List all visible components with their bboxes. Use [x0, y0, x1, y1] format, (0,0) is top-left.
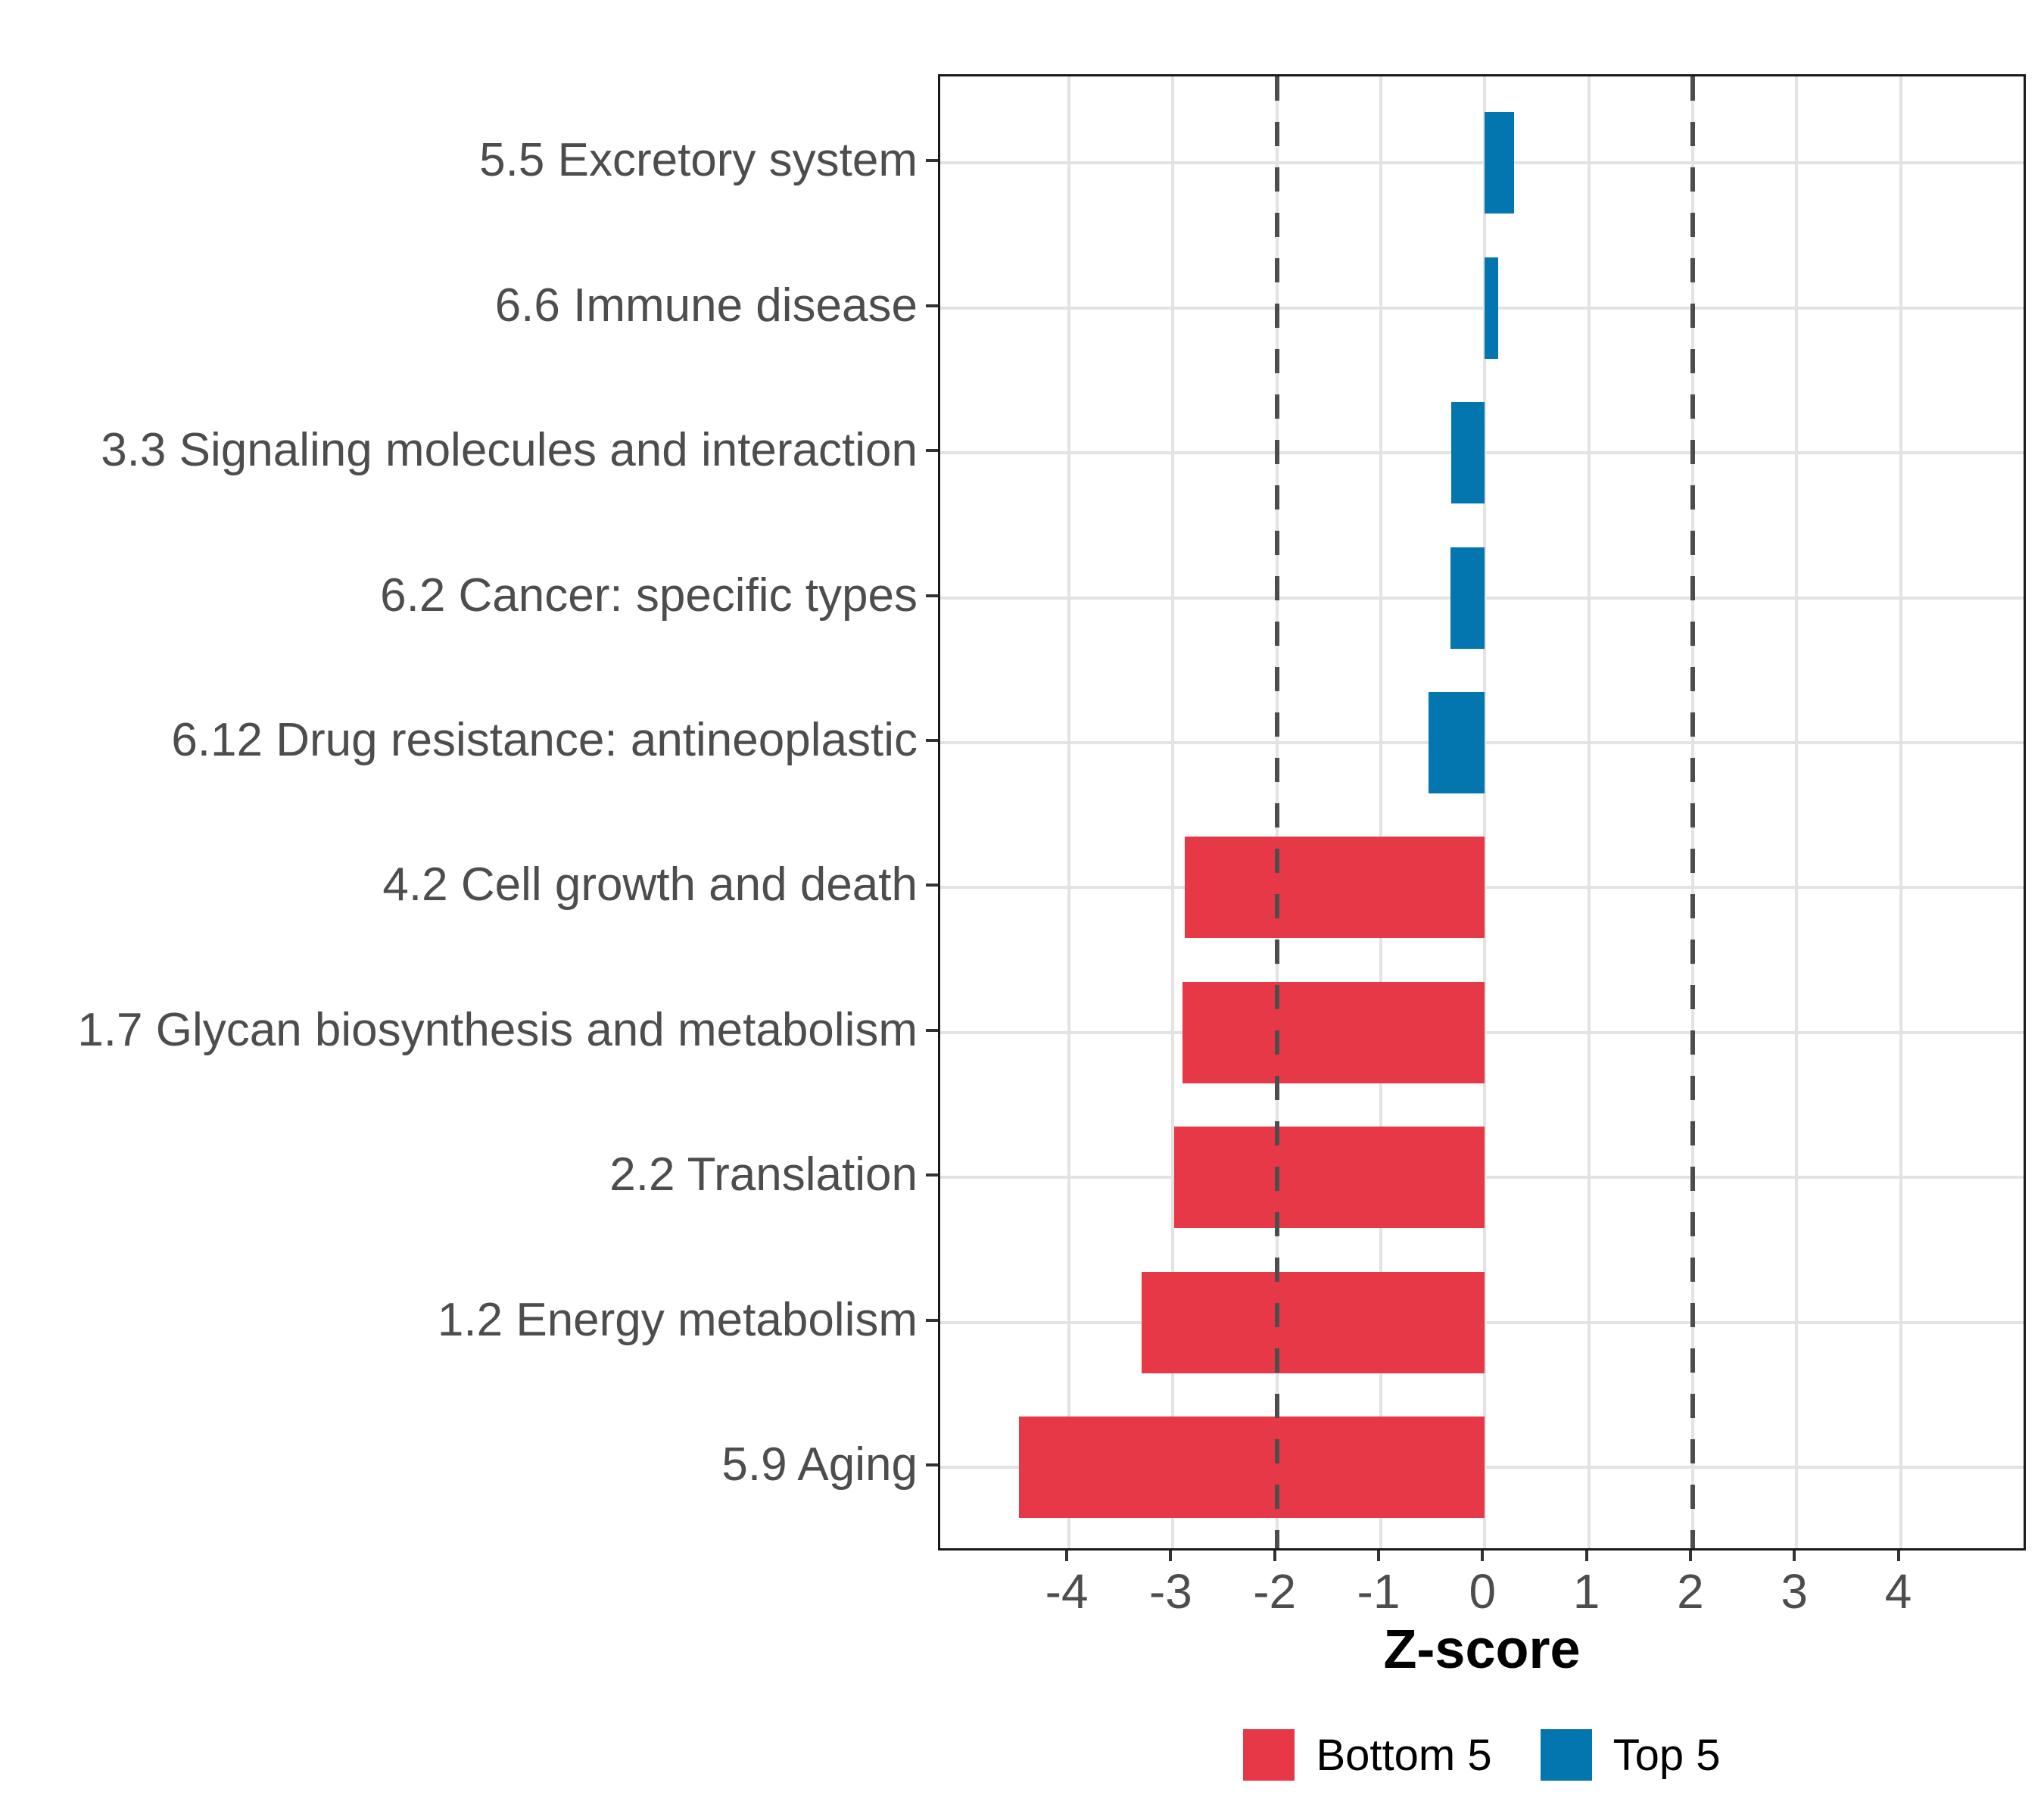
x-axis-tick	[1169, 1551, 1173, 1561]
y-axis-tick	[926, 159, 938, 163]
legend: Bottom 5 Top 5	[938, 1729, 2026, 1781]
x-axis-tick	[1273, 1551, 1276, 1561]
y-axis-tick	[926, 449, 938, 453]
y-axis-tick	[926, 594, 938, 597]
reference-line-z2	[1690, 76, 1695, 1548]
legend-swatch-top5	[1540, 1729, 1592, 1781]
y-axis-tick	[926, 1318, 938, 1322]
bar-3-3-signaling-molecules-and-interaction	[1451, 402, 1485, 504]
legend-swatch-bottom5	[1243, 1729, 1295, 1781]
x-axis-tick	[1896, 1551, 1900, 1561]
legend-label-top5: Top 5	[1612, 1730, 1721, 1780]
x-gridline	[1587, 76, 1591, 1548]
x-gridline	[1067, 76, 1071, 1548]
y-axis-tick	[926, 884, 938, 887]
y-gridline	[940, 161, 2024, 165]
x-axis-tick	[1793, 1551, 1796, 1561]
y-category-label: 6.2 Cancer: specific types	[380, 569, 918, 622]
x-gridline	[1379, 76, 1382, 1548]
x-gridline	[1795, 76, 1799, 1548]
x-axis-tick	[1065, 1551, 1069, 1561]
y-category-label: 6.12 Drug resistance: antineoplastic	[171, 713, 918, 766]
bar-6-12-drug-resistance-antineoplastic	[1429, 691, 1485, 793]
x-axis-tick	[1688, 1551, 1692, 1561]
bar-2-2-translation	[1173, 1127, 1485, 1229]
bar-1-2-energy-metabolism	[1142, 1271, 1485, 1373]
x-tick-label: 3	[1781, 1564, 1808, 1619]
x-gridline	[1171, 76, 1175, 1548]
y-axis-tick	[926, 1463, 938, 1466]
bar-6-2-cancer-specific-types	[1450, 547, 1485, 649]
y-category-label: 4.2 Cell growth and death	[382, 859, 918, 912]
x-tick-label: -1	[1357, 1564, 1401, 1619]
x-tick-label: -2	[1253, 1564, 1297, 1619]
x-axis-tick	[1377, 1551, 1380, 1561]
x-tick-label: -4	[1045, 1564, 1089, 1619]
x-tick-label: -3	[1148, 1564, 1192, 1619]
y-category-label: 1.7 Glycan biosynthesis and metabolism	[77, 1003, 918, 1056]
x-tick-label: 4	[1884, 1564, 1912, 1619]
bar-1-7-glycan-biosynthesis-and-metabolism	[1182, 981, 1485, 1083]
x-axis-title: Z-score	[1383, 1619, 1581, 1680]
y-axis-tick	[926, 1173, 938, 1177]
reference-line-z-2	[1274, 76, 1279, 1548]
legend-item-bottom5: Bottom 5	[1243, 1729, 1492, 1781]
y-axis-tick	[926, 1028, 938, 1032]
y-category-label: 1.2 Energy metabolism	[437, 1293, 918, 1346]
x-axis-tick	[1481, 1551, 1485, 1561]
x-tick-label: 2	[1677, 1564, 1704, 1619]
legend-item-top5: Top 5	[1540, 1729, 1721, 1781]
x-tick-label: 0	[1469, 1564, 1497, 1619]
bar-5-9-aging	[1019, 1416, 1485, 1518]
y-category-label: 5.5 Excretory system	[479, 134, 918, 187]
y-axis-tick	[926, 304, 938, 307]
y-axis-tick	[926, 738, 938, 742]
x-axis-tick	[1584, 1551, 1588, 1561]
bar-6-6-immune-disease	[1485, 257, 1499, 359]
y-category-label: 2.2 Translation	[609, 1148, 918, 1201]
x-gridline	[1483, 76, 1487, 1548]
y-category-label: 5.9 Aging	[721, 1438, 918, 1491]
y-gridline	[940, 306, 2024, 310]
plot-panel	[938, 74, 2026, 1551]
x-gridline	[1899, 76, 1902, 1548]
x-tick-label: 1	[1572, 1564, 1600, 1619]
y-category-label: 3.3 Signaling molecules and interaction	[101, 424, 918, 477]
legend-label-bottom5: Bottom 5	[1316, 1730, 1492, 1780]
bar-5-5-excretory-system	[1485, 112, 1514, 214]
bar-4-2-cell-growth-and-death	[1184, 837, 1485, 939]
y-category-label: 6.6 Immune disease	[494, 279, 918, 332]
